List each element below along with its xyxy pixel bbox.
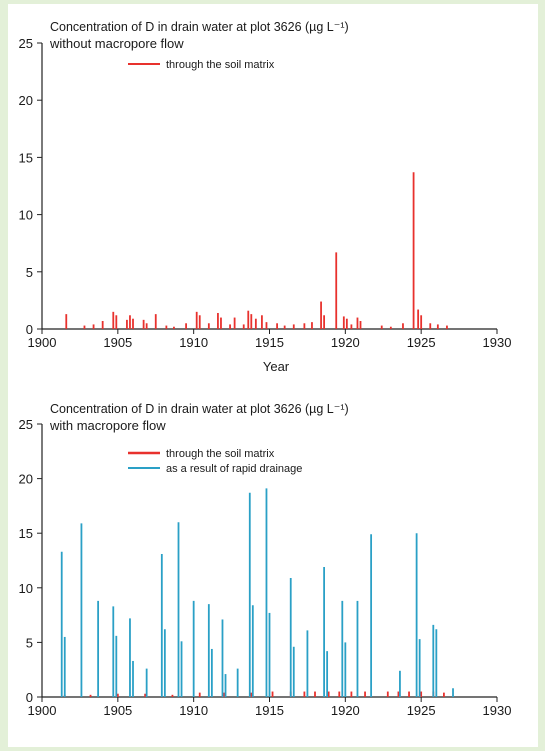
chart2-x-tick-label: 1905 [103, 703, 132, 718]
chart1-x-tick-label: 1905 [103, 335, 132, 350]
chart2-title: Concentration of D in drain water at plo… [50, 402, 349, 416]
chart2-y-tick-label: 5 [26, 635, 33, 650]
chart1-x-tick-label: 1915 [255, 335, 284, 350]
chart2-legend: through the soil matrix as a result of r… [128, 448, 302, 475]
chart2-y-tick-label: 0 [26, 690, 33, 705]
chart1-x-tick-label: 1930 [483, 335, 512, 350]
chart2-x-tick-label: 1930 [483, 703, 512, 718]
chart1-y-tick-label: 15 [19, 150, 33, 165]
chart2-subtitle: with macropore flow [49, 418, 166, 433]
chart2-y-tick-label: 25 [19, 417, 33, 432]
chart1-x-tick-label: 1920 [331, 335, 360, 350]
chart2-bars [60, 488, 454, 697]
chart1-title: Concentration of D in drain water at plo… [50, 20, 349, 34]
chart2-x-tick-label: 1920 [331, 703, 360, 718]
chart1-axes: 1900 1905 1910 1915 1920 1925 1930 0 5 10 15 20 25 [19, 36, 512, 350]
chart-without-macropore-flow: Concentration of D in drain water at plo… [19, 20, 512, 374]
chart1-x-tick-label: 1925 [407, 335, 436, 350]
chart2-y-tick-label: 15 [19, 526, 33, 541]
chart2-y-tick-label: 10 [19, 581, 33, 596]
figure-panel [8, 4, 538, 747]
chart1-x-tick-label: 1910 [179, 335, 208, 350]
chart1-y-tick-label: 0 [26, 322, 33, 337]
chart1-y-tick-label: 5 [26, 265, 33, 280]
chart2-x-tick-label: 1900 [28, 703, 57, 718]
chart1-legend-label-soil-matrix: through the soil matrix [166, 59, 275, 71]
chart2-x-tick-label: 1915 [255, 703, 284, 718]
chart2-legend-label-soil-matrix: through the soil matrix [166, 448, 275, 460]
chart2-y-tick-label: 20 [19, 472, 33, 487]
chart1-x-axis-label: Year [263, 359, 290, 374]
chart1-subtitle: without macropore flow [49, 36, 184, 51]
chart1-x-tick-label: 1900 [28, 335, 57, 350]
chart1-y-tick-label: 25 [19, 36, 33, 51]
chart2-x-tick-label: 1910 [179, 703, 208, 718]
chart1-legend: through the soil matrix [128, 59, 275, 71]
chart1-y-tick-label: 10 [19, 208, 33, 223]
chart1-bars [65, 172, 448, 329]
chart1-y-tick-label: 20 [19, 93, 33, 108]
chart2-legend-label-rapid-drainage: as a result of rapid drainage [166, 463, 302, 475]
chart-with-macropore-flow: Concentration of D in drain water at plo… [19, 402, 512, 718]
chart2-x-tick-label: 1925 [407, 703, 436, 718]
